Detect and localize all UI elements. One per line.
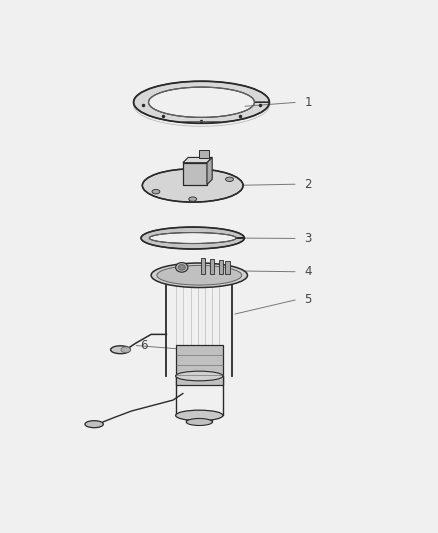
Ellipse shape	[151, 263, 247, 287]
FancyBboxPatch shape	[210, 259, 214, 273]
FancyBboxPatch shape	[176, 345, 223, 385]
FancyBboxPatch shape	[225, 261, 230, 273]
FancyBboxPatch shape	[199, 150, 209, 158]
Ellipse shape	[110, 346, 131, 354]
Ellipse shape	[176, 371, 223, 381]
Polygon shape	[207, 157, 212, 184]
Ellipse shape	[142, 169, 243, 202]
Text: 5: 5	[304, 293, 312, 306]
Ellipse shape	[157, 265, 242, 285]
Polygon shape	[183, 157, 212, 163]
Ellipse shape	[186, 418, 212, 425]
Ellipse shape	[195, 170, 203, 174]
Polygon shape	[141, 227, 244, 249]
Ellipse shape	[121, 347, 131, 352]
Ellipse shape	[178, 264, 185, 270]
Ellipse shape	[152, 189, 160, 194]
Text: 4: 4	[304, 265, 312, 278]
Text: 6: 6	[140, 339, 148, 352]
Text: 3: 3	[304, 232, 312, 245]
Text: 1: 1	[304, 96, 312, 109]
Ellipse shape	[85, 421, 103, 427]
Text: 2: 2	[304, 177, 312, 191]
Ellipse shape	[226, 177, 233, 181]
Ellipse shape	[189, 197, 197, 201]
Ellipse shape	[176, 410, 223, 421]
FancyBboxPatch shape	[183, 163, 207, 184]
Polygon shape	[134, 81, 269, 123]
FancyBboxPatch shape	[201, 258, 205, 273]
FancyBboxPatch shape	[219, 260, 223, 273]
Ellipse shape	[176, 263, 188, 272]
